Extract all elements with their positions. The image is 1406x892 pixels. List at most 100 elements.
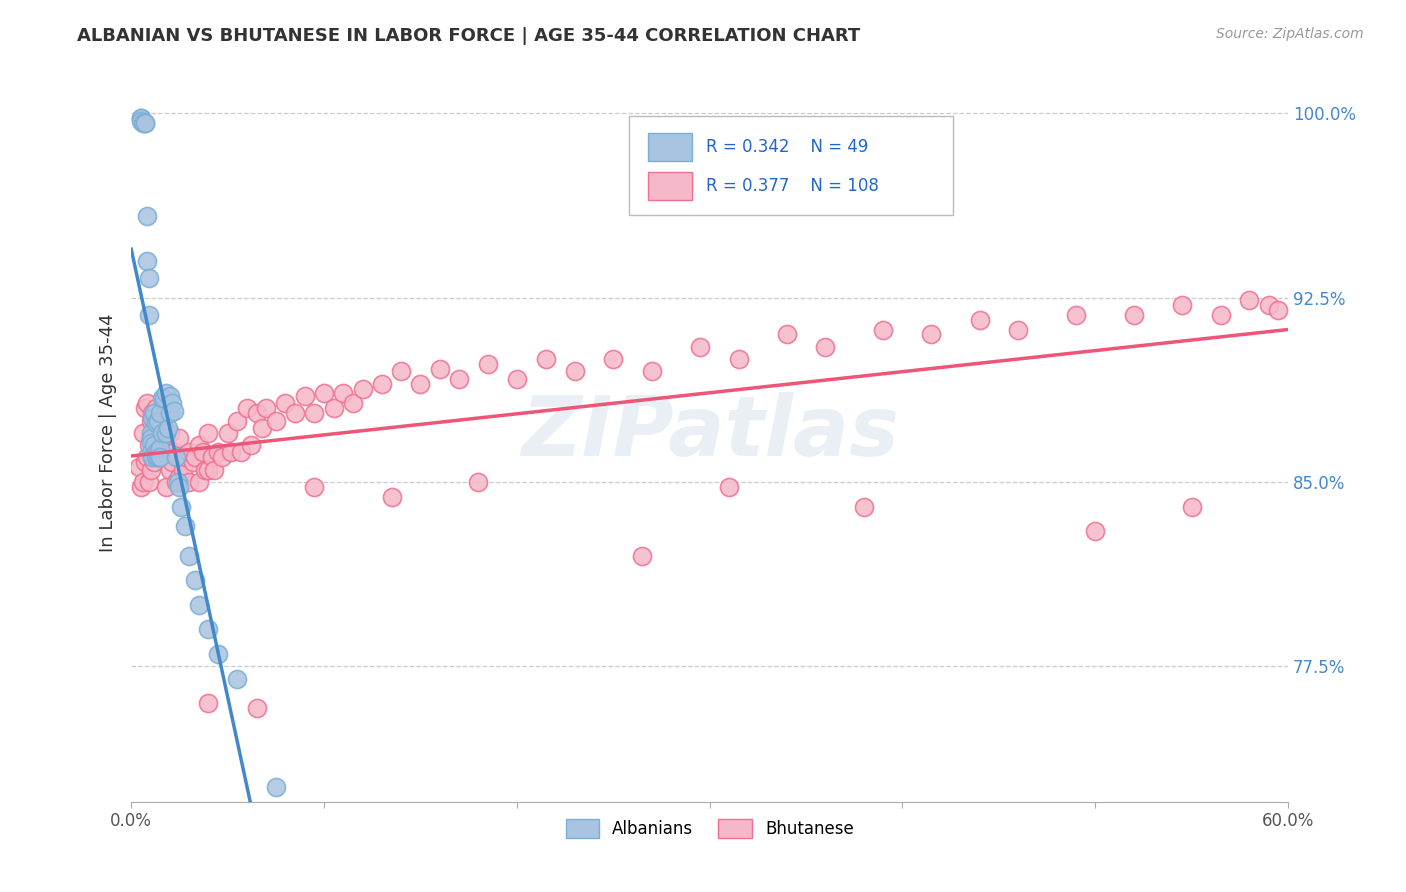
Point [148,445,170,459]
Point [145,450,167,465]
Point [174,519,197,533]
Point [165,475,187,489]
Point [184,574,207,588]
Point [139,413,162,427]
Point [181,455,204,469]
Point [145,416,167,430]
Point [149,406,172,420]
Point [155,445,177,459]
Point [254,401,277,416]
Point [477,357,499,371]
Point [159,389,181,403]
Point [138,271,160,285]
Point [135,450,157,465]
Point [197,696,219,710]
Point [641,364,664,378]
Point [506,372,529,386]
Point [177,475,200,489]
Point [134,116,156,130]
Point [134,116,156,130]
Point [207,445,229,459]
Point [153,421,176,435]
Point [150,425,173,440]
Point [169,470,191,484]
Point [148,450,170,465]
Point [149,445,172,459]
Point [221,445,243,459]
Point [143,438,166,452]
Point [467,475,489,489]
Point [141,450,163,465]
Point [197,463,219,477]
Point [429,362,451,376]
Point [602,352,624,367]
Point [1007,322,1029,336]
Point [150,411,173,425]
Point [201,450,224,465]
Point [409,376,432,391]
Point [135,396,157,410]
Point [447,372,470,386]
Text: ALBANIAN VS BHUTANESE IN LABOR FORCE | AGE 35-44 CORRELATION CHART: ALBANIAN VS BHUTANESE IN LABOR FORCE | A… [77,27,860,45]
Point [143,406,166,420]
Point [380,490,402,504]
Point [160,455,183,469]
Point [1267,302,1289,317]
Point [129,111,152,125]
Point [149,406,172,420]
Point [226,672,249,686]
Point [371,376,394,391]
Point [187,598,209,612]
Point [172,463,194,477]
Point [191,445,214,459]
Point [138,475,160,489]
Point [159,406,181,420]
Text: R = 0.342    N = 49: R = 0.342 N = 49 [706,138,869,156]
Point [245,406,267,420]
Point [564,364,586,378]
Point [187,438,209,452]
Point [1122,308,1144,322]
Point [193,463,215,477]
Point [135,253,157,268]
Point [197,425,219,440]
Point [139,435,162,450]
Point [143,455,166,469]
Point [139,445,162,459]
Point [284,406,307,420]
Point [138,438,160,452]
Point [304,406,326,420]
Point [143,413,166,427]
Point [1257,298,1279,312]
Point [163,445,186,459]
Point [814,340,837,354]
Point [148,450,170,465]
Point [294,389,316,403]
Point [631,549,654,563]
Point [727,352,749,367]
Point [1084,524,1107,538]
Point [139,431,162,445]
Point [245,701,267,715]
Point [920,327,942,342]
Point [155,386,177,401]
Point [264,413,287,427]
Point [969,312,991,326]
Y-axis label: In Labor Force | Age 35-44: In Labor Force | Age 35-44 [100,313,117,552]
Point [132,425,155,440]
Point [177,549,200,563]
Bar [648,172,692,200]
Point [141,406,163,420]
Point [141,411,163,425]
Point [163,403,186,417]
Point [139,463,162,477]
Text: Source: ZipAtlas.com: Source: ZipAtlas.com [1216,27,1364,41]
Point [156,421,179,435]
Point [1209,308,1232,322]
Point [132,475,155,489]
Point [332,386,354,401]
Point [153,392,176,406]
Point [160,396,183,410]
Point [184,450,207,465]
Bar [648,134,692,161]
